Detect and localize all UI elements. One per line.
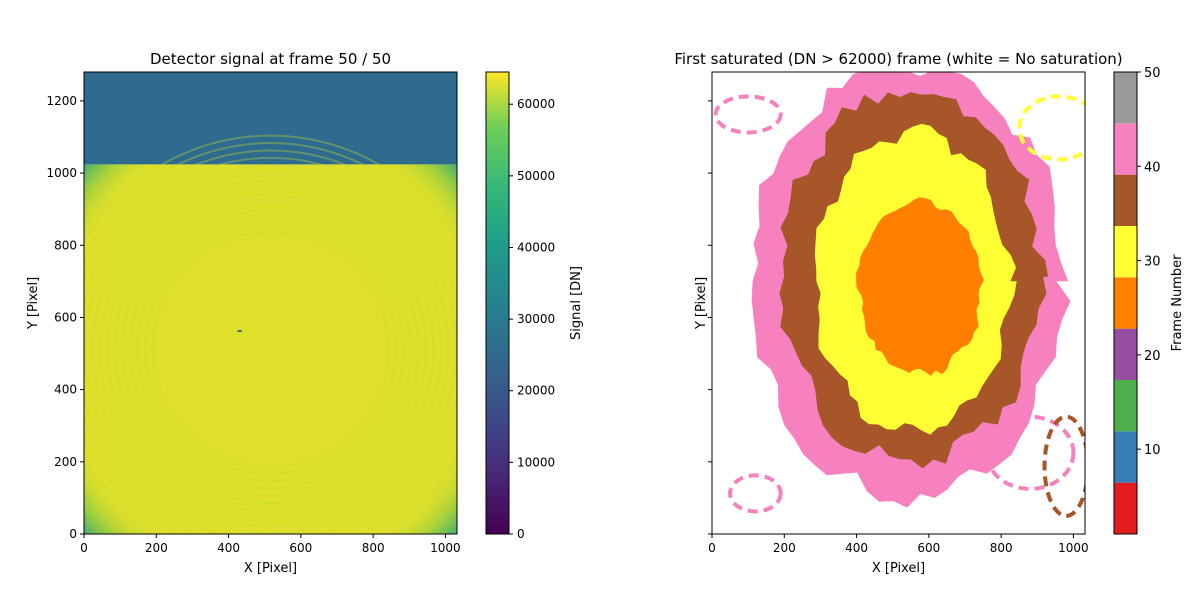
signal-x-tick-label: 1000 — [430, 541, 461, 555]
saturation-colorbar-tick-label: 20 — [1144, 349, 1161, 364]
saturation-title: First saturated (DN > 62000) frame (whit… — [674, 50, 1122, 68]
saturation-colorbar-bin — [1114, 174, 1137, 226]
signal-x-ticks: 0 200 400 600 800 1000 — [80, 534, 461, 555]
signal-x-tick-label: 400 — [217, 541, 240, 555]
signal-y-tick-label: 200 — [54, 455, 77, 469]
signal-x-tick-label: 0 — [80, 541, 88, 555]
saturation-colorbar-bin — [1114, 72, 1137, 124]
saturation-x-label: X [Pixel] — [872, 561, 925, 576]
saturation-image — [713, 72, 1085, 518]
signal-y-tick-label: 0 — [69, 527, 77, 541]
signal-y-tick-label: 400 — [54, 383, 77, 397]
saturation-x-tick-label: 1000 — [1058, 541, 1089, 555]
saturation-y-ticks — [708, 100, 712, 535]
saturation-x-tick-label: 0 — [708, 541, 716, 555]
signal-x-tick-label: 200 — [145, 541, 168, 555]
saturation-x-tick-label: 600 — [917, 541, 940, 555]
signal-y-tick-label: 1000 — [46, 166, 77, 180]
signal-colorbar-tick-label: 40000 — [517, 240, 555, 254]
signal-title: Detector signal at frame 50 / 50 — [150, 50, 391, 68]
saturation-colorbar-bin — [1114, 226, 1137, 278]
signal-colorbar-tick-label: 0 — [517, 527, 525, 541]
signal-colorbar-tick-label: 50000 — [517, 169, 555, 183]
saturation-colorbar-bin — [1114, 380, 1137, 432]
saturation-x-tick-label: 400 — [845, 541, 868, 555]
signal-x-label: X [Pixel] — [244, 561, 297, 576]
saturation-colorbar-tick-label: 30 — [1144, 255, 1161, 270]
signal-colorbar-ticks: 0 10000 20000 30000 40000 50000 60000 — [509, 97, 555, 541]
signal-defect-pixel — [237, 330, 242, 333]
saturation-colorbar-ticks: 10 20 30 40 50 — [1137, 66, 1161, 458]
signal-corner-falloff — [84, 164, 457, 534]
signal-y-label: Y [Pixel] — [26, 277, 41, 330]
saturation-colorbar-frame — [1113, 71, 1138, 535]
saturation-colorbar-tick-label: 50 — [1144, 66, 1161, 81]
saturation-colorbar-bin — [1114, 431, 1137, 483]
signal-panel: Detector signal at frame 50 / 50 0 200 400… — [26, 50, 584, 576]
signal-colorbar-tick-label: 60000 — [517, 97, 555, 111]
saturation-colorbar-tick-label: 40 — [1144, 160, 1161, 175]
signal-colorbar-tick-label: 10000 — [517, 455, 555, 469]
signal-colorbar-label: Signal [DN] — [569, 266, 584, 340]
signal-x-tick-label: 800 — [362, 541, 385, 555]
signal-y-tick-label: 800 — [54, 238, 77, 252]
saturation-zone-frame-28 — [856, 197, 984, 376]
saturation-panel: First saturated (DN > 62000) frame (whit… — [674, 50, 1185, 576]
signal-colorbar-tick-label: 30000 — [517, 312, 555, 326]
saturation-y-label: Y [Pixel] — [694, 277, 709, 330]
signal-colorbar-tick-label: 20000 — [517, 384, 555, 398]
saturation-colorbar-bin — [1114, 482, 1137, 534]
saturation-x-ticks: 0 200 400 600 800 1000 — [708, 534, 1089, 555]
saturation-colorbar-label: Frame Number — [1170, 254, 1185, 352]
signal-y-tick-label: 600 — [54, 310, 77, 324]
signal-colorbar-frame — [485, 71, 510, 535]
saturation-colorbar-tick-label: 10 — [1144, 443, 1161, 458]
saturation-colorbar-bins — [1114, 72, 1137, 534]
signal-y-tick-label: 1200 — [46, 94, 77, 108]
saturation-x-tick-label: 800 — [990, 541, 1013, 555]
signal-x-tick-label: 600 — [289, 541, 312, 555]
signal-image — [84, 72, 457, 534]
saturation-x-tick-label: 200 — [773, 541, 796, 555]
saturation-colorbar-bin — [1114, 277, 1137, 329]
saturation-outer-fragments — [713, 94, 1085, 518]
saturation-axes-frame — [711, 71, 1086, 535]
saturation-colorbar-bin — [1114, 123, 1137, 175]
signal-colorbar: 0 10000 20000 30000 40000 50000 60000 Signal [… — [485, 71, 584, 541]
signal-axes-frame — [83, 71, 458, 535]
signal-y-ticks: 0 200 400 600 800 1000 1200 — [46, 94, 84, 541]
saturation-colorbar-bin — [1114, 328, 1137, 380]
signal-region-upper-band — [84, 72, 457, 165]
signal-colorbar-gradient — [486, 72, 509, 534]
saturation-colorbar: 10 20 30 40 50 Frame Number — [1113, 66, 1185, 535]
